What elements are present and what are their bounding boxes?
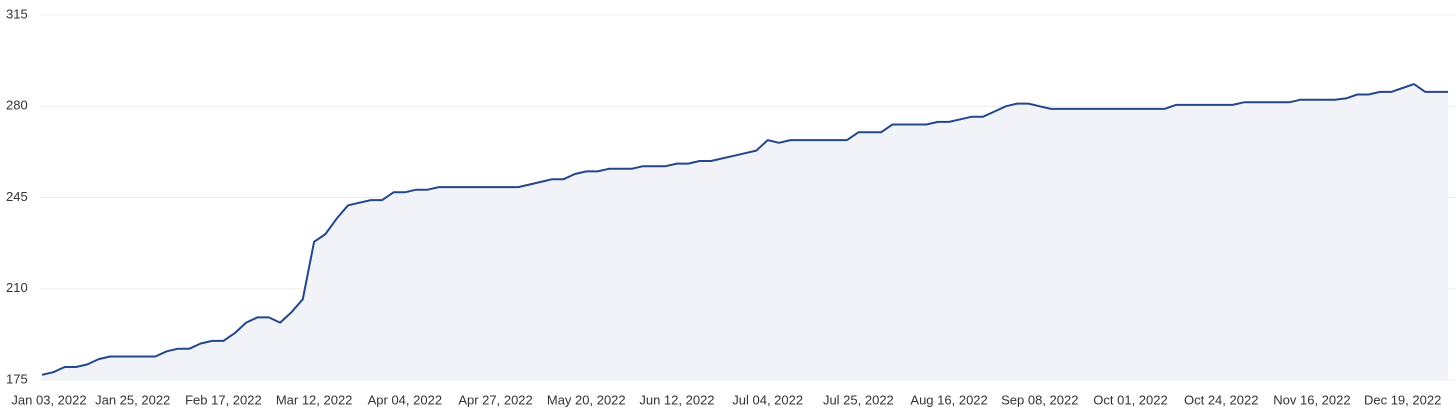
x-tick-label: Jul 04, 2022 — [732, 392, 803, 407]
x-tick-label: Jan 03, 2022 — [11, 392, 86, 407]
y-tick-label: 280 — [6, 98, 28, 113]
x-tick-label: Dec 19, 2022 — [1364, 392, 1441, 407]
x-tick-label: Jul 25, 2022 — [823, 392, 894, 407]
x-tick-label: Sep 08, 2022 — [1001, 392, 1078, 407]
x-tick-label: Feb 17, 2022 — [185, 392, 262, 407]
line — [41, 83, 1448, 376]
y-tick-label: 245 — [6, 189, 28, 204]
x-tick-label: Apr 27, 2022 — [458, 392, 532, 407]
y-tick-label: 175 — [6, 371, 28, 386]
area — [42, 84, 1448, 380]
x-tick-label: May 20, 2022 — [547, 392, 626, 407]
x-tick-label: Mar 12, 2022 — [276, 392, 353, 407]
y-tick-label: 315 — [6, 6, 28, 21]
x-tick-label: Oct 24, 2022 — [1184, 392, 1258, 407]
x-tick-label: Apr 04, 2022 — [368, 392, 442, 407]
y-tick-label: 210 — [6, 280, 28, 295]
x-tick-label: Oct 01, 2022 — [1093, 392, 1167, 407]
x-tick-label: Nov 16, 2022 — [1273, 392, 1350, 407]
x-tick-label: Jun 12, 2022 — [639, 392, 714, 407]
x-tick-label: Aug 16, 2022 — [910, 392, 987, 407]
x-tick-label: Jan 25, 2022 — [95, 392, 170, 407]
